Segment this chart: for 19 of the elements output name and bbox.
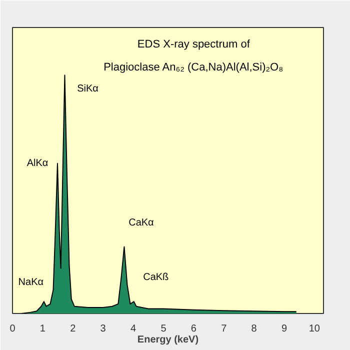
annotation: CaKα (128, 217, 154, 228)
x-tick-label: 3 (100, 324, 106, 334)
chart-title: EDS X-ray spectrum of (137, 38, 251, 50)
x-tick-label: 7 (221, 324, 228, 334)
x-tick-label: 9 (281, 324, 288, 334)
x-tick-label: 0 (10, 324, 16, 334)
x-tick-label: 6 (190, 324, 197, 334)
annotation: SiKα (77, 84, 99, 95)
x-tick-label: 10 (308, 324, 320, 334)
annotation: CaKß (143, 272, 169, 284)
annotation: AlKα (26, 158, 48, 169)
x-tick-label: 1 (40, 324, 46, 334)
annotation: NaKα (18, 277, 44, 288)
x-tick-label: 2 (70, 324, 76, 334)
chart-subtitle: Plagioclase An₆₂ (Ca,Na)Al(Al,Si)₂O₈ (104, 61, 284, 74)
x-axis-title: Energy (keV) (137, 334, 199, 346)
x-tick-label: 4 (130, 324, 136, 334)
x-tick-label: 5 (160, 324, 167, 334)
x-tick-label: 8 (251, 324, 258, 334)
